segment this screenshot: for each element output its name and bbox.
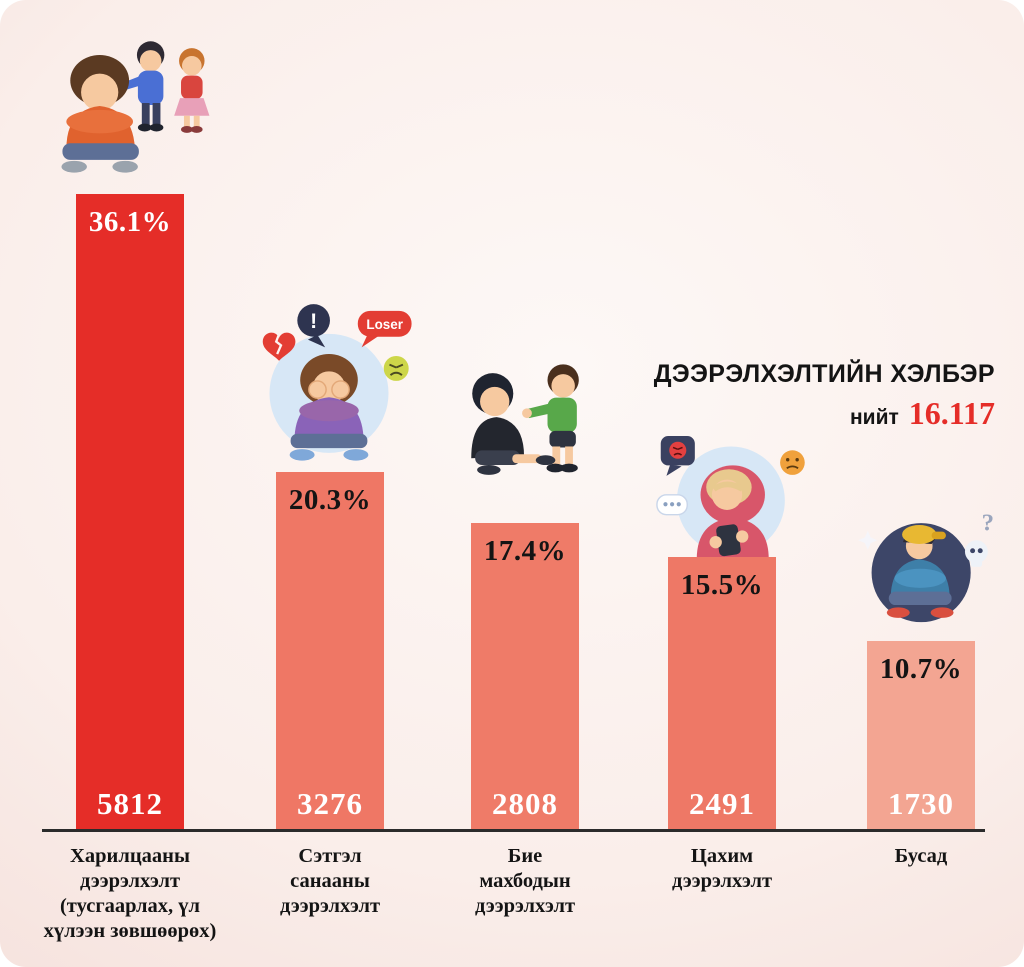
illustration-emotional-bullying: ! Loser — [233, 288, 425, 475]
count-label: 2808 — [492, 786, 558, 821]
percent-label: 17.4% — [483, 535, 567, 567]
percent-label: 36.1% — [88, 206, 172, 238]
count-label: 2491 — [689, 786, 755, 821]
bar-emotional: 20.3% 3276 — [276, 472, 384, 830]
percent-label: 10.7% — [879, 653, 963, 685]
axis-baseline — [42, 829, 985, 832]
bar-cyber: 15.5% 2491 — [668, 557, 776, 830]
chart-title: ДЭЭРЭЛХЭЛТИЙН ХЭЛБЭР — [653, 360, 995, 388]
isolation-scene-graphic — [61, 41, 210, 173]
bar-physical: 17.4% 2808 — [471, 523, 579, 830]
category-label-cyber: Цахим дээрэлхэлт — [671, 845, 773, 892]
title-block: ДЭЭРЭЛХЭЛТИЙН ХЭЛБЭР нийт 16.117 — [630, 360, 995, 432]
count-label: 1730 — [888, 786, 954, 821]
emotional-scene-graphic: ! Loser — [262, 304, 412, 461]
category-label-relational: Харилцааны дээрэлхэлт (тусгаарлах, үл хү… — [43, 845, 217, 942]
category-label-emotional: Сэтгэл санааны дээрэлхэлт — [279, 845, 381, 917]
illustration-cyber-bullying — [638, 412, 818, 575]
question-mark-glyph: ? — [982, 510, 994, 537]
total-row: нийт 16.117 — [630, 395, 995, 432]
count-label: 5812 — [97, 786, 163, 821]
percent-label: 15.5% — [680, 569, 764, 601]
category-label-physical: Бие махбодын дээрэлхэлт — [474, 845, 576, 917]
illustration-other-bullying: ? — [843, 494, 1005, 641]
other-scene-graphic: ? — [858, 510, 994, 623]
total-label: нийт — [849, 406, 899, 429]
bar-other: 10.7% 1730 — [867, 641, 975, 830]
category-label-other: Бусад — [894, 845, 948, 867]
physical-scene-graphic — [471, 364, 579, 475]
exclaim-bubble-text: ! — [310, 310, 317, 333]
total-value: 16.117 — [908, 395, 995, 431]
bar-relational: 36.1% 5812 — [76, 194, 184, 830]
illustration-physical-bullying — [438, 348, 614, 503]
illustration-relational-bullying — [35, 18, 231, 195]
count-label: 3276 — [297, 786, 363, 821]
cyber-scene-graphic — [656, 436, 805, 560]
percent-label: 20.3% — [288, 484, 372, 516]
loser-bubble-text: Loser — [366, 317, 403, 332]
